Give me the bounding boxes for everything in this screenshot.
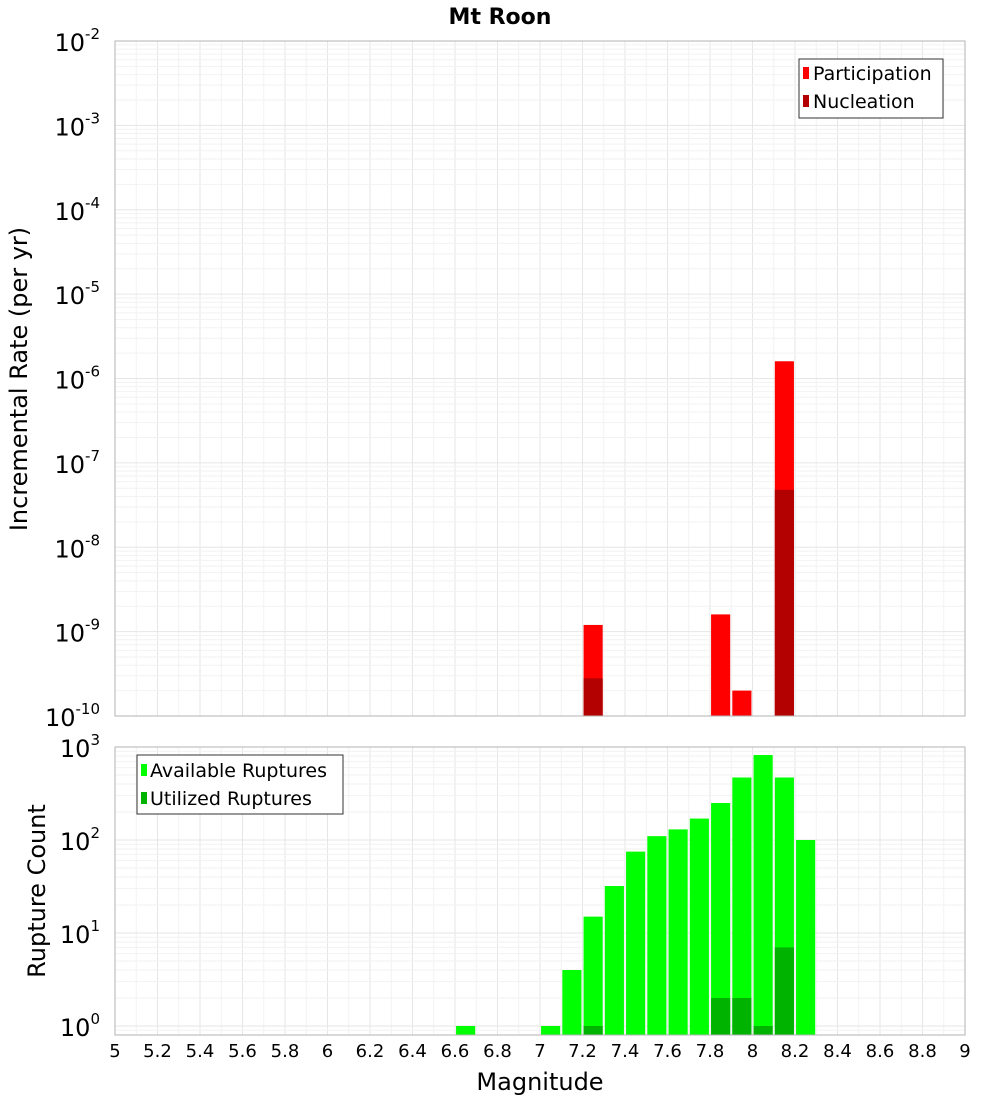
nucleation-legend-swatch: [803, 95, 809, 107]
utilized-ruptures-bar: [774, 947, 794, 1035]
x-tick-label: 8.2: [781, 1041, 810, 1062]
rate-y-tick-label: 10-5: [54, 278, 100, 310]
x-tick-label: 5.2: [143, 1041, 172, 1062]
x-tick-label: 7.6: [653, 1041, 682, 1062]
participation-bar: [732, 690, 752, 716]
utilized-ruptures-bar: [711, 997, 731, 1035]
x-tick-label: 8.4: [823, 1041, 852, 1062]
available-ruptures-bar: [689, 818, 709, 1035]
x-axis-label: Magnitude: [476, 1068, 603, 1096]
rate-legend: Participation Nucleation: [798, 58, 944, 119]
count-legend-box: [136, 754, 344, 815]
rate-y-tick-label: 10-7: [54, 447, 100, 479]
available-ruptures-bar: [456, 1025, 476, 1035]
rate-y-axis-label: Incremental Rate (per yr): [5, 227, 33, 531]
utilized-legend-label: Utilized Ruptures: [150, 788, 312, 810]
rate-grid: [115, 41, 965, 716]
count-legend: Available Ruptures Utilized Ruptures: [136, 754, 344, 815]
available-ruptures-bar: [562, 969, 582, 1035]
rate-bars: [583, 361, 794, 716]
participation-legend-swatch: [803, 67, 809, 79]
rate-y-tick-label: 10-10: [45, 700, 100, 732]
available-ruptures-bar: [604, 886, 624, 1035]
available-legend-label: Available Ruptures: [150, 760, 327, 782]
count-x-ticks: 5 5.2 5.4 5.6 5.8 6 6.2 6.4 6.6 6.8 7 7.2 7.4 7.6 7.8 8…: [109, 1041, 970, 1062]
x-tick-label: 6.4: [398, 1041, 427, 1062]
count-y-tick-label: 100: [60, 1010, 100, 1042]
x-tick-label: 7.2: [568, 1041, 597, 1062]
count-bars: [456, 755, 816, 1035]
x-tick-label: 9: [959, 1041, 970, 1062]
available-ruptures-bar: [753, 755, 773, 1035]
utilized-ruptures-bar: [583, 1025, 603, 1035]
x-tick-label: 7.4: [611, 1041, 640, 1062]
x-tick-label: 6.6: [441, 1041, 470, 1062]
utilized-ruptures-bar: [732, 997, 752, 1035]
available-ruptures-bar: [668, 829, 688, 1035]
available-ruptures-bar: [796, 839, 816, 1035]
utilized-legend-swatch: [141, 792, 147, 804]
chart-title: Mt Roon: [449, 5, 552, 30]
x-tick-label: 5: [109, 1041, 120, 1062]
rate-plot-frame: [114, 40, 966, 717]
nucleation-bar: [774, 489, 794, 716]
rate-y-tick-label: 10-9: [54, 616, 100, 648]
rate-y-tick-label: 10-4: [54, 194, 100, 226]
x-tick-label: 7.8: [696, 1041, 725, 1062]
rate-panel: 10-10 10-9 10-8 10-7 10-6 10-5 10-4 10-3 10-2 In…: [5, 25, 966, 732]
participation-bar: [711, 614, 731, 716]
x-tick-label: 5.4: [186, 1041, 215, 1062]
rate-legend-box: [798, 58, 944, 119]
x-tick-label: 8.6: [866, 1041, 895, 1062]
x-tick-label: 7: [534, 1041, 545, 1062]
available-ruptures-bar: [583, 916, 603, 1035]
rate-y-tick-label: 10-2: [54, 25, 100, 57]
x-tick-label: 6.8: [483, 1041, 512, 1062]
count-y-axis-label: Rupture Count: [23, 804, 51, 978]
count-y-tick-label: 102: [60, 824, 100, 856]
rate-y-tick-label: 10-8: [54, 531, 100, 563]
count-panel: 100 101 102 103 5 5.2 5.4 5.6 5.8 6 6.2 6.4 6.6 6.8 7…: [23, 731, 971, 1096]
count-y-ticks: 100 101 102 103: [60, 731, 100, 1042]
x-tick-label: 5.8: [271, 1041, 300, 1062]
available-ruptures-bar: [626, 851, 646, 1035]
x-tick-label: 6.2: [356, 1041, 385, 1062]
x-tick-label: 5.6: [228, 1041, 257, 1062]
rate-y-ticks: 10-10 10-9 10-8 10-7 10-6 10-5 10-4 10-3 10-2: [45, 25, 100, 732]
available-ruptures-bar: [732, 777, 752, 1035]
available-ruptures-bar: [711, 802, 731, 1035]
available-ruptures-bar: [541, 1025, 561, 1035]
available-legend-swatch: [141, 764, 147, 776]
available-ruptures-bar: [647, 836, 667, 1035]
utilized-ruptures-bar: [753, 1025, 773, 1035]
rate-y-tick-label: 10-6: [54, 363, 100, 395]
x-tick-label: 8.8: [908, 1041, 937, 1062]
nucleation-bar: [583, 678, 603, 716]
participation-legend-label: Participation: [813, 63, 932, 85]
count-plot-frame: [114, 746, 966, 1036]
count-y-tick-label: 103: [60, 731, 100, 763]
count-y-tick-label: 101: [60, 917, 100, 949]
nucleation-legend-label: Nucleation: [813, 91, 915, 113]
x-tick-label: 8: [747, 1041, 758, 1062]
rate-y-tick-label: 10-3: [54, 109, 100, 141]
x-tick-label: 6: [322, 1041, 333, 1062]
